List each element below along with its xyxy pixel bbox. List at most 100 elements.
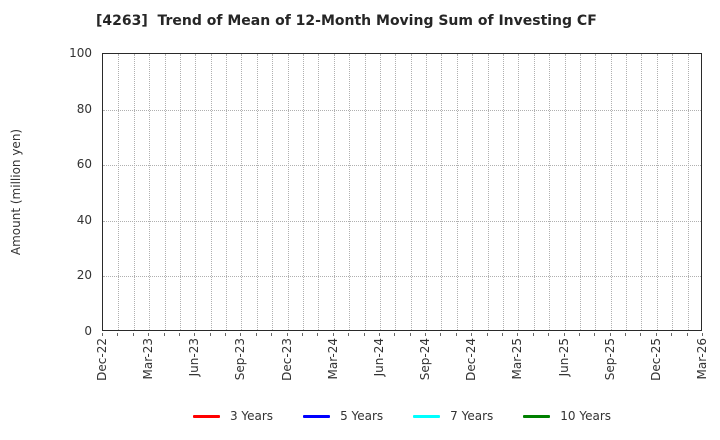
- x-tick-mark: [563, 333, 565, 336]
- x-grid-line: [272, 54, 274, 330]
- x-grid-line: [410, 54, 412, 330]
- x-tick-mark: [363, 333, 365, 336]
- x-grid-line: [195, 54, 197, 330]
- x-grid-line: [487, 54, 489, 330]
- x-tick-mark: [455, 333, 457, 336]
- x-tick-mark: [194, 333, 196, 336]
- legend-item: 7 Years: [413, 409, 493, 423]
- x-tick-mark: [163, 333, 165, 336]
- x-grid-line: [426, 54, 428, 330]
- legend-line-swatch: [413, 414, 441, 418]
- x-tick-label: Dec-24: [464, 338, 479, 381]
- x-tick-mark: [225, 333, 227, 336]
- x-tick-mark: [609, 333, 611, 336]
- chart-title: [4263] Trend of Mean of 12-Month Moving …: [96, 13, 597, 29]
- x-grid-line: [210, 54, 212, 330]
- x-grid-line: [149, 54, 151, 330]
- legend-line-swatch: [303, 414, 331, 418]
- x-tick-mark: [486, 333, 488, 336]
- legend-line-swatch: [523, 414, 551, 418]
- x-tick-mark: [255, 333, 257, 336]
- x-grid-line: [579, 54, 581, 330]
- x-tick-mark: [117, 333, 119, 336]
- x-tick-mark: [240, 333, 242, 336]
- legend-label: 5 Years: [340, 409, 384, 423]
- x-tick-mark: [686, 333, 688, 336]
- y-tick-label: 80: [76, 101, 92, 116]
- y-tick-label: 100: [69, 46, 92, 60]
- x-tick-mark: [302, 333, 303, 336]
- y-grid-line: [103, 165, 701, 167]
- x-tick-label: Jun-24: [371, 338, 386, 377]
- x-grid-line: [118, 54, 120, 330]
- x-tick-mark: [517, 333, 519, 336]
- y-tick-label: 60: [76, 157, 92, 172]
- x-grid-line: [164, 54, 166, 330]
- x-tick-mark: [440, 333, 442, 336]
- x-tick-mark: [594, 333, 596, 336]
- y-tick-label: 0: [84, 324, 92, 338]
- x-grid-line: [549, 54, 551, 330]
- x-tick-mark: [148, 333, 150, 336]
- x-tick-mark: [132, 333, 134, 336]
- x-grid-line: [441, 54, 443, 330]
- x-tick-mark: [209, 333, 211, 336]
- x-grid-line: [226, 54, 228, 330]
- x-tick-mark: [317, 333, 319, 336]
- y-grid-line: [103, 109, 701, 111]
- x-grid-line: [595, 54, 597, 330]
- x-grid-line: [533, 54, 535, 330]
- x-grid-line: [333, 54, 335, 330]
- legend-label: 3 Years: [229, 409, 274, 423]
- x-tick-mark: [378, 333, 380, 336]
- x-grid-line: [672, 54, 674, 330]
- x-tick-mark: [471, 333, 473, 336]
- x-grid-line: [133, 54, 135, 330]
- y-tick-label: 40: [76, 212, 92, 227]
- x-grid-line: [641, 54, 643, 330]
- legend-item: 5 Years: [303, 409, 383, 423]
- x-tick-label: Dec-23: [279, 338, 294, 381]
- x-grid-line: [472, 54, 474, 330]
- x-tick-mark: [348, 333, 350, 336]
- x-tick-mark: [332, 333, 334, 336]
- x-tick-label: Sep-23: [233, 338, 248, 381]
- legend-label: 10 Years: [560, 409, 612, 423]
- x-grid-line: [626, 54, 628, 330]
- x-grid-line: [349, 54, 351, 330]
- x-grid-line: [256, 54, 258, 330]
- legend-label: 7 Years: [450, 409, 494, 423]
- x-grid-line: [303, 54, 304, 330]
- x-tick-mark: [425, 333, 427, 336]
- x-tick-mark: [548, 333, 550, 336]
- x-tick-label: Jun-23: [187, 338, 202, 377]
- x-grid-line: [503, 54, 504, 330]
- x-tick-mark: [394, 333, 396, 336]
- x-tick-mark: [578, 333, 580, 336]
- x-tick-mark: [178, 333, 180, 336]
- x-tick-label: Dec-25: [648, 338, 663, 381]
- y-grid-line: [103, 220, 701, 222]
- x-tick-label: Sep-25: [602, 338, 617, 381]
- y-grid-line: [103, 276, 701, 278]
- x-tick-mark: [671, 333, 673, 336]
- x-tick-label: Mar-24: [325, 338, 340, 380]
- plot-area: [102, 53, 702, 331]
- x-grid-line: [395, 54, 397, 330]
- x-grid-line: [518, 54, 520, 330]
- x-grid-line: [364, 54, 366, 330]
- x-grid-line: [241, 54, 243, 330]
- y-axis-label: Amount (million yen): [9, 128, 23, 256]
- y-tick-label: 20: [76, 268, 92, 283]
- x-grid-line: [656, 54, 658, 330]
- legend: 3 Years 5 Years 7 Years 10 Years: [102, 407, 702, 425]
- x-tick-mark: [702, 333, 703, 336]
- x-tick-mark: [655, 333, 657, 336]
- x-tick-label: Sep-24: [418, 338, 433, 381]
- x-tick-label: Mar-23: [141, 338, 156, 380]
- x-grid-line: [610, 54, 612, 330]
- x-tick-label: Mar-25: [510, 338, 525, 380]
- x-grid-line: [687, 54, 689, 330]
- x-tick-label: Mar-26: [695, 338, 709, 380]
